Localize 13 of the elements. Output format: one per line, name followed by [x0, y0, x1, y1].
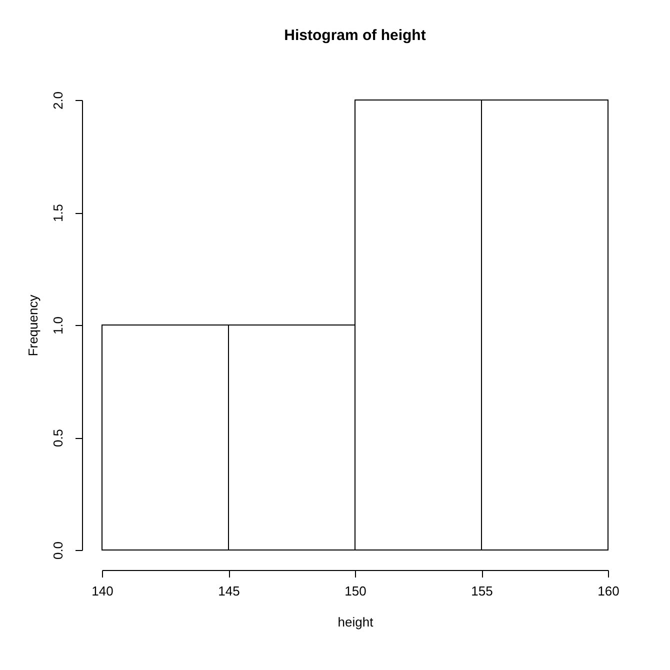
x-tick-label: 155 — [471, 584, 493, 598]
chart-title: Histogram of height — [284, 26, 426, 44]
x-tick-label: 150 — [344, 584, 366, 598]
y-tick-label: 0.5 — [50, 428, 66, 448]
y-tick-label: 1.0 — [50, 316, 66, 335]
x-axis-title: height — [338, 614, 374, 630]
x-tick-label: 160 — [598, 584, 620, 598]
y-tick-label: 1.5 — [50, 204, 66, 222]
y-tick-label: 0.0 — [50, 541, 66, 560]
y-tick-label: 2.0 — [50, 91, 66, 110]
x-tick-label: 140 — [92, 584, 114, 598]
y-axis-title: Frequency — [26, 294, 40, 356]
x-tick-label: 145 — [218, 584, 240, 598]
